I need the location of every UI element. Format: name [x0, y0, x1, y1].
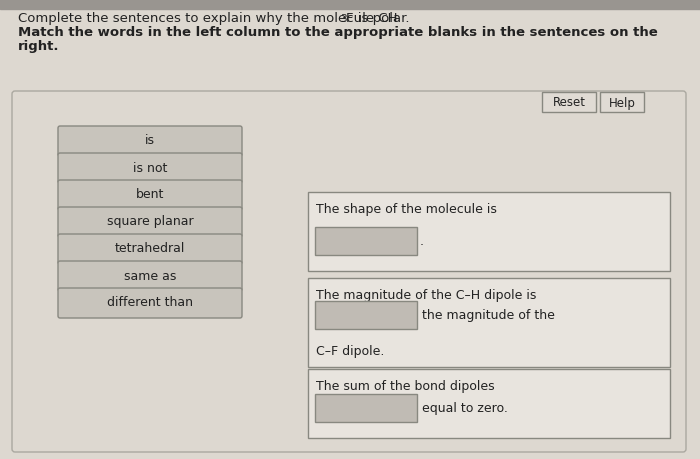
FancyBboxPatch shape [315, 302, 417, 329]
Text: square planar: square planar [106, 215, 193, 228]
Bar [0, 10, 700, 100]
FancyBboxPatch shape [58, 235, 242, 264]
Text: .: . [420, 235, 424, 248]
FancyBboxPatch shape [315, 394, 417, 422]
FancyBboxPatch shape [308, 279, 670, 367]
Text: C–F dipole.: C–F dipole. [316, 344, 384, 357]
FancyBboxPatch shape [12, 92, 686, 452]
Text: The shape of the molecule is: The shape of the molecule is [316, 202, 497, 216]
FancyBboxPatch shape [542, 93, 596, 113]
FancyBboxPatch shape [58, 288, 242, 318]
Text: right.: right. [18, 40, 60, 53]
FancyBboxPatch shape [58, 180, 242, 211]
Text: bent: bent [136, 188, 164, 201]
Text: different than: different than [107, 296, 193, 309]
Text: The sum of the bond dipoles: The sum of the bond dipoles [316, 379, 495, 392]
FancyBboxPatch shape [308, 193, 670, 271]
Text: is not: is not [133, 161, 167, 174]
Text: the magnitude of the: the magnitude of the [422, 309, 555, 322]
FancyBboxPatch shape [58, 127, 242, 157]
Text: The magnitude of the C–H dipole is: The magnitude of the C–H dipole is [316, 288, 536, 302]
Text: Complete the sentences to explain why the molecule CH: Complete the sentences to explain why th… [18, 12, 398, 25]
Text: Reset: Reset [552, 96, 585, 109]
Text: equal to zero.: equal to zero. [422, 402, 508, 414]
Text: Match the words in the left column to the appropriate blanks in the sentences on: Match the words in the left column to th… [18, 26, 658, 39]
Bar [0, 0, 700, 10]
FancyBboxPatch shape [315, 228, 417, 256]
FancyBboxPatch shape [58, 207, 242, 237]
Text: 3: 3 [340, 14, 346, 24]
FancyBboxPatch shape [58, 154, 242, 184]
FancyBboxPatch shape [58, 262, 242, 291]
FancyBboxPatch shape [600, 93, 644, 113]
Text: is: is [145, 134, 155, 147]
Text: Help: Help [608, 96, 636, 109]
Text: same as: same as [124, 269, 176, 282]
Text: tetrahedral: tetrahedral [115, 242, 186, 255]
Text: F is polar.: F is polar. [346, 12, 410, 25]
FancyBboxPatch shape [308, 369, 670, 438]
